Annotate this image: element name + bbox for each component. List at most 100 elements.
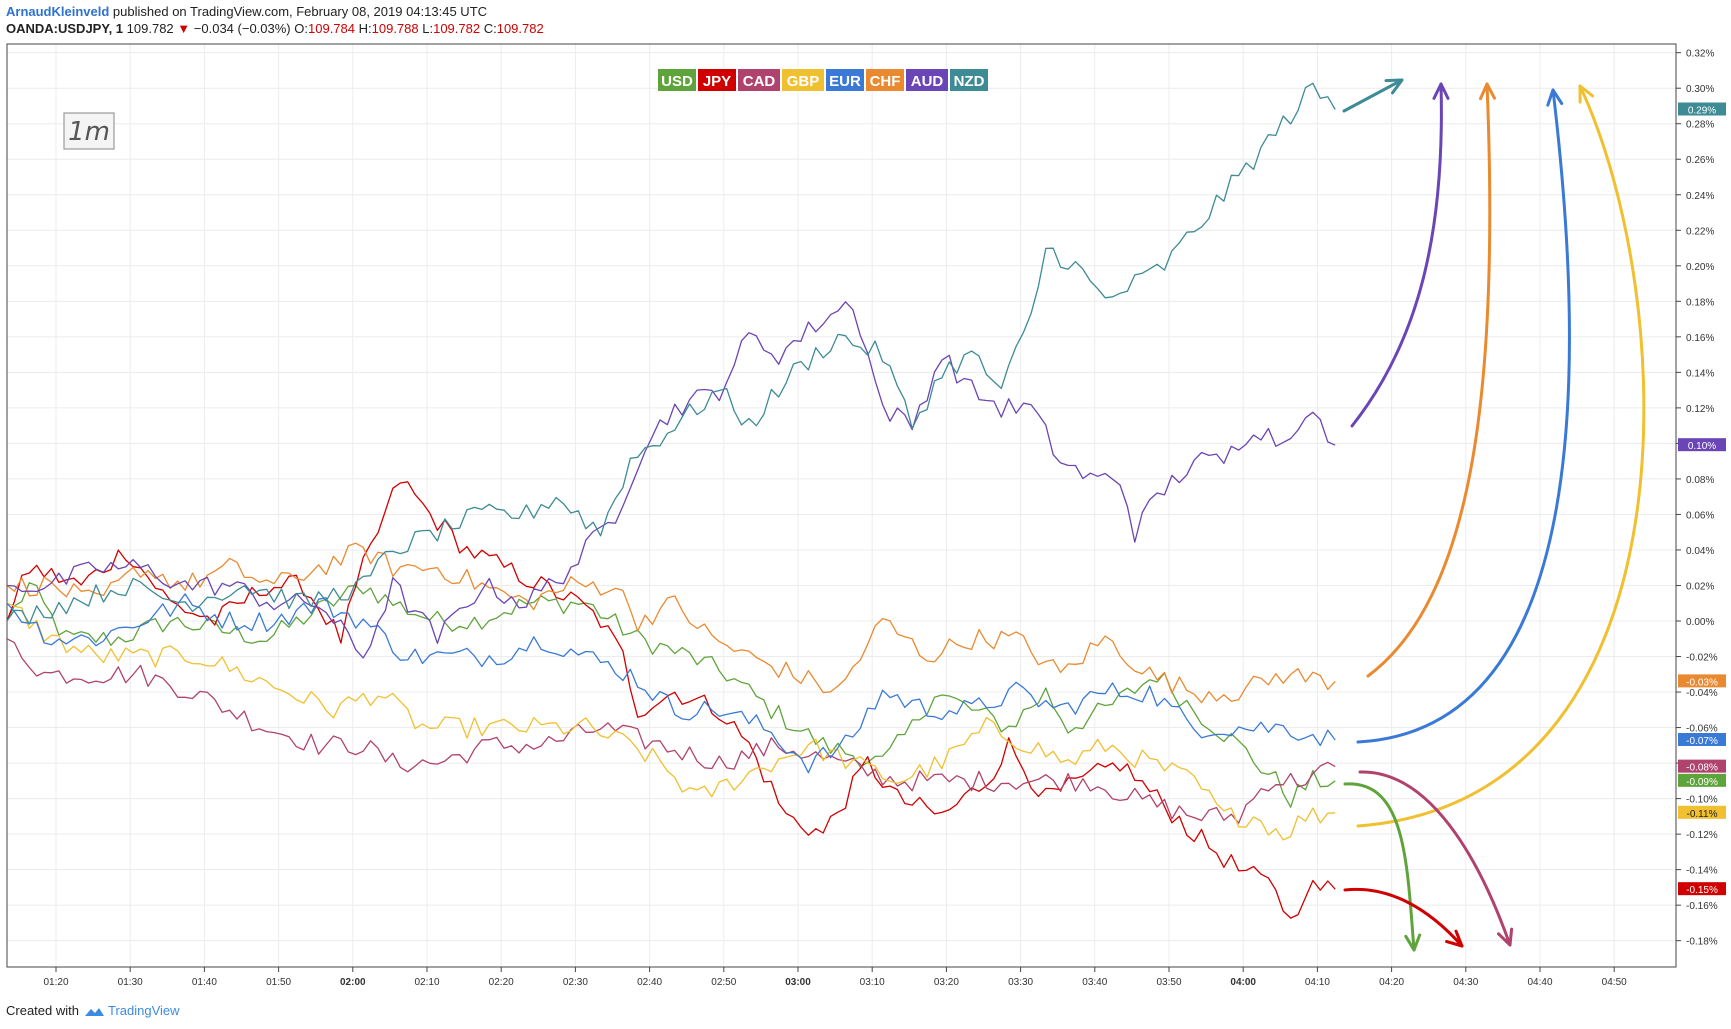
- y-tick-label: 0.06%: [1686, 510, 1714, 521]
- series-line-gbp: [6, 602, 1336, 841]
- timeframe-box[interactable]: 1m: [63, 112, 115, 150]
- legend-label-usd: USD: [661, 73, 693, 90]
- y-tick-label: 0.28%: [1686, 120, 1714, 131]
- open-label: O:: [294, 21, 308, 36]
- forecast-arrow-usd: [1343, 782, 1416, 952]
- x-tick-label: 03:00: [785, 977, 811, 988]
- x-tick-label: 02:30: [563, 977, 588, 988]
- last-label-eur: -0.07%: [1686, 736, 1718, 747]
- price-change: −0.034 (−0.03%): [193, 21, 291, 36]
- x-tick-label: 02:00: [340, 977, 366, 988]
- y-tick-label: 0.24%: [1686, 191, 1714, 202]
- series-line-aud: [6, 301, 1336, 659]
- low-label: L:: [422, 21, 434, 36]
- x-tick-label: 04:30: [1453, 977, 1478, 988]
- forecast-arrow-nzd: [1342, 78, 1404, 113]
- y-tick-label: -0.14%: [1686, 866, 1718, 877]
- last-label-aud: 0.10%: [1688, 441, 1716, 452]
- legend-swatch-jpy: [698, 69, 736, 91]
- last-value-labels: -0.09% -0.15% -0.08% -0.11% -0.07% -0.03% 0.10…: [1678, 102, 1726, 896]
- legend-swatch-chf: [866, 69, 904, 91]
- x-tick-label: 03:10: [860, 977, 885, 988]
- series-line-eur: [6, 593, 1336, 774]
- series-line-nzd: [6, 82, 1336, 625]
- legend-label-cad: CAD: [743, 73, 776, 90]
- x-tick-label: 01:20: [43, 977, 68, 988]
- y-tick-label: -0.18%: [1686, 937, 1718, 948]
- x-tick-label: 04:10: [1305, 977, 1330, 988]
- series-line-cad: [6, 638, 1336, 824]
- last-label-cad: -0.08%: [1686, 763, 1718, 774]
- series-lines: [6, 82, 1336, 919]
- last-label-chf: -0.03%: [1686, 677, 1718, 688]
- forecast-arrowhead-gbp: [1578, 84, 1595, 104]
- y-tick-label: 0.00%: [1686, 617, 1714, 628]
- last-label-bg-gbp: [1678, 805, 1726, 819]
- footer: Created with TradingView: [6, 1003, 180, 1018]
- legend-label-chf: CHF: [870, 73, 901, 90]
- legend-label-aud: AUD: [911, 73, 944, 90]
- legend-swatch-gbp: [782, 69, 824, 91]
- low-value: 109.782: [433, 21, 481, 36]
- close-label: C:: [483, 21, 497, 36]
- y-tick-label: 0.32%: [1686, 49, 1714, 60]
- forecast-arrow-aud: [1350, 82, 1443, 428]
- y-tick-label: 0.02%: [1686, 581, 1714, 592]
- y-tick-label: -0.04%: [1686, 688, 1718, 699]
- plot-frame: [6, 43, 1677, 968]
- last-label-usd: -0.09%: [1686, 777, 1718, 788]
- symbol-info: OANDA:USDJPY, 1 109.782 ▼ −0.034 (−0.03%…: [6, 21, 544, 36]
- series-line-jpy: [6, 481, 1336, 919]
- y-tick-label: 0.16%: [1686, 333, 1714, 344]
- x-tick-label: 03:40: [1082, 977, 1107, 988]
- legend-swatch-cad: [738, 69, 780, 91]
- forecast-arrow-jpy: [1343, 887, 1464, 948]
- close-value: 109.782: [496, 21, 544, 36]
- last-label-gbp: -0.11%: [1687, 809, 1718, 820]
- time-axis: 01:20 01:30 01:40 01:50 02:00 02:10 02:20 02:30…: [43, 967, 1627, 988]
- y-tick-label: -0.06%: [1686, 724, 1718, 735]
- x-tick-label: 04:50: [1602, 977, 1627, 988]
- last-label-nzd: 0.29%: [1688, 106, 1716, 117]
- forecast-arrowhead-nzd: [1384, 78, 1404, 95]
- y-tick-label: 0.18%: [1686, 297, 1714, 308]
- forecast-arrow-gbp: [1356, 84, 1646, 828]
- forecast-arrowhead-aud: [1432, 82, 1450, 100]
- y-tick-label: -0.16%: [1686, 901, 1718, 912]
- x-tick-label: 04:00: [1230, 977, 1256, 988]
- last-label-bg-eur: [1678, 732, 1726, 746]
- y-tick-label: 0.20%: [1686, 262, 1714, 273]
- y-tick-label: -0.02%: [1686, 653, 1718, 664]
- down-arrow-icon: ▼: [177, 21, 191, 36]
- legend-swatch-aud: [906, 69, 948, 91]
- chart-grid: [7, 44, 1676, 967]
- legend-label-eur: EUR: [829, 73, 861, 90]
- x-tick-label: 01:30: [118, 977, 143, 988]
- x-tick-label: 03:50: [1156, 977, 1181, 988]
- timeframe-label: 1m: [68, 117, 110, 147]
- high-value: 109.788: [371, 21, 419, 36]
- y-tick-label: -0.12%: [1686, 830, 1718, 841]
- forecast-arrowhead-chf: [1479, 82, 1496, 101]
- x-tick-label: 04:20: [1379, 977, 1404, 988]
- tradingview-brand[interactable]: TradingView: [108, 1003, 180, 1018]
- symbol-name: OANDA:USDJPY, 1: [6, 21, 124, 36]
- published-text: published on TradingView.com, February 0…: [112, 4, 488, 19]
- y-tick-label: 0.22%: [1686, 226, 1714, 237]
- timeframe-box-bg: [63, 112, 115, 150]
- legend-swatch-eur: [826, 69, 864, 91]
- y-tick-label: 0.14%: [1686, 368, 1714, 379]
- x-tick-label: 02:40: [637, 977, 662, 988]
- series-line-usd: [6, 582, 1336, 808]
- last-label-bg-aud: [1678, 438, 1726, 452]
- chart-svg[interactable]: 01:20 01:30 01:40 01:50 02:00 02:10 02:20 02:30…: [0, 0, 1731, 1000]
- last-label-bg-chf: [1678, 674, 1726, 688]
- x-tick-label: 03:20: [934, 977, 959, 988]
- last-price: 109.782: [126, 21, 174, 36]
- y-tick-label: 0.30%: [1686, 84, 1714, 95]
- forecast-arrowhead-eur: [1546, 88, 1564, 107]
- author-link[interactable]: ArnaudKleinveld: [6, 4, 110, 19]
- publish-info: ArnaudKleinveld published on TradingView…: [6, 4, 487, 19]
- forecast-arrow-chf: [1366, 82, 1492, 678]
- tradingview-cloud-icon: [84, 1007, 104, 1016]
